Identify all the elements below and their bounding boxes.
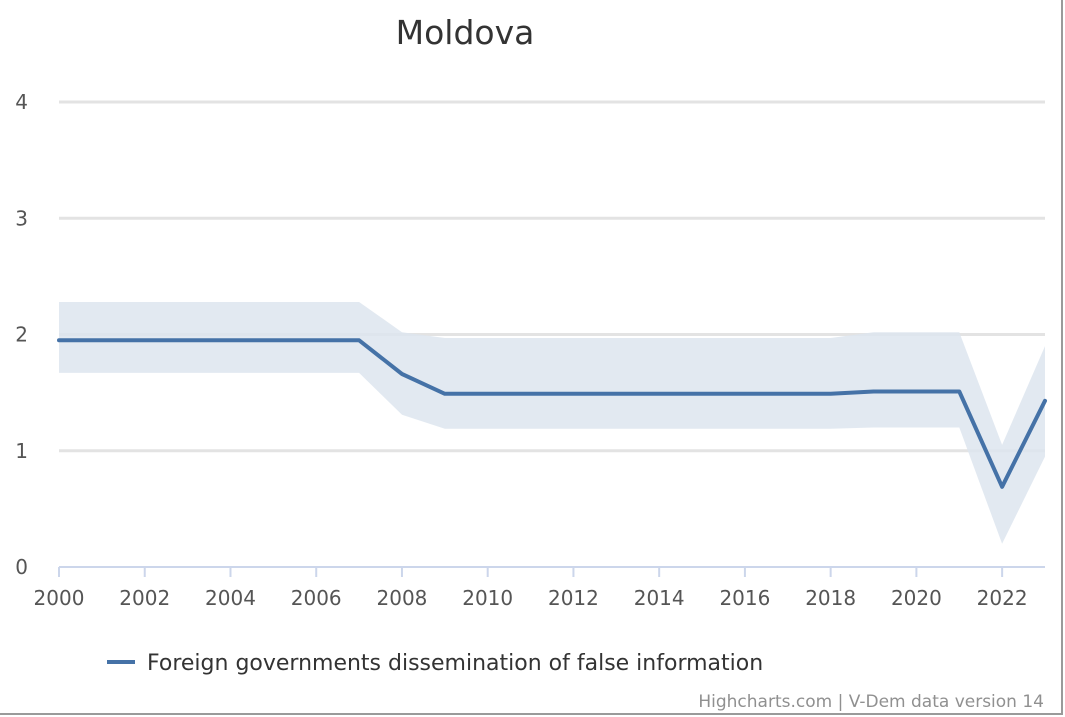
x-tick-label: 2014 (634, 586, 685, 610)
y-tick-label: 4 (15, 90, 28, 114)
legend[interactable]: Foreign governments dissemination of fal… (107, 651, 763, 676)
chart-title: Moldova (396, 13, 535, 52)
x-tick-label: 2008 (377, 586, 428, 610)
x-axis: 2000 2002 2004 2006 2008 2010 2012 2014 2016 2018… (34, 566, 1045, 610)
y-tick-label: 1 (15, 439, 28, 463)
x-tick-label: 2022 (977, 586, 1028, 610)
x-tick-label: 2016 (719, 586, 770, 610)
x-tick-label: 2020 (891, 586, 942, 610)
legend-item-label[interactable]: Foreign governments dissemination of fal… (147, 651, 763, 676)
y-tick-label: 0 (15, 555, 28, 579)
x-tick-label: 2002 (119, 586, 170, 610)
y-tick-label: 2 (15, 323, 28, 347)
x-tick-label: 2010 (462, 586, 513, 610)
x-tick-label: 2012 (548, 586, 599, 610)
y-tick-label: 3 (15, 206, 28, 230)
x-tick-label: 2018 (805, 586, 856, 610)
x-tick-label: 2006 (291, 586, 342, 610)
series-line[interactable] (57, 338, 1047, 489)
x-tick-label: 2000 (34, 586, 85, 610)
uncertainty-band (59, 302, 1045, 544)
credits-text[interactable]: Highcharts.com | V-Dem data version 14 (698, 692, 1044, 712)
x-tick-label: 2004 (205, 586, 256, 610)
y-axis: 0 1 2 3 4 (15, 90, 28, 579)
confidence-band (59, 302, 1045, 544)
series-lines (57, 338, 1047, 489)
